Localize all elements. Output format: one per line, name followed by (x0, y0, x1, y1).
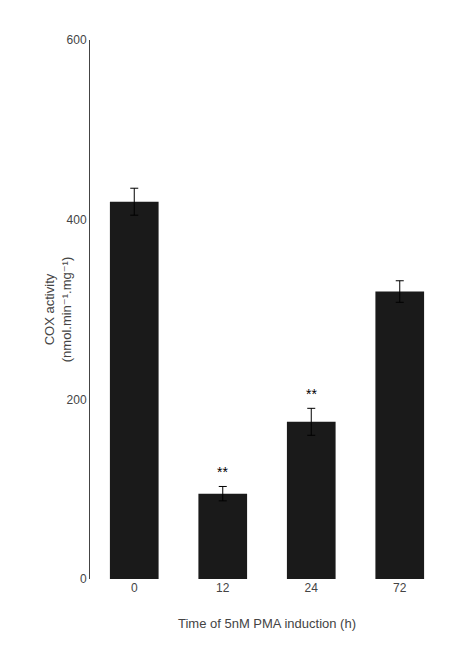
svg-text:0: 0 (131, 581, 138, 595)
svg-text:Time of 5nM PMA induction (h): Time of 5nM PMA induction (h) (178, 616, 356, 631)
svg-text:12: 12 (216, 581, 230, 595)
svg-text:400: 400 (67, 213, 87, 227)
svg-text:24: 24 (305, 581, 319, 595)
svg-text:**: ** (217, 464, 228, 480)
svg-text:0: 0 (80, 572, 87, 586)
svg-text:**: ** (306, 386, 317, 402)
svg-text:600: 600 (67, 33, 87, 47)
svg-text:COX activity(nmol.min⁻¹.mg⁻¹): COX activity(nmol.min⁻¹.mg⁻¹) (42, 257, 74, 362)
svg-text:72: 72 (393, 581, 407, 595)
svg-text:200: 200 (67, 393, 87, 407)
